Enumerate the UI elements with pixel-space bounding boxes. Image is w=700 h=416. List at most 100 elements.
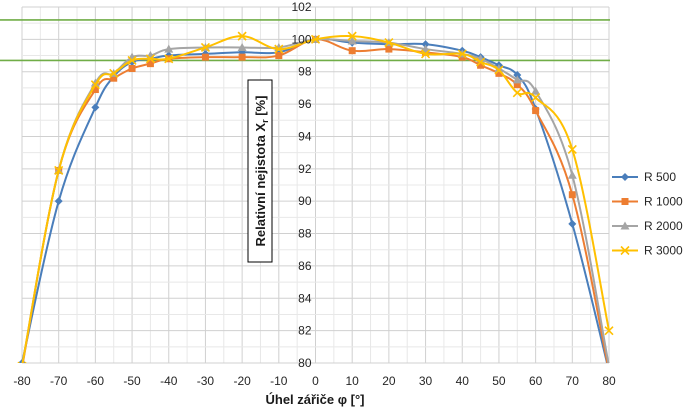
square-marker [621, 198, 629, 205]
x-marker-stroke [476, 57, 486, 67]
reference-lines [0, 19, 610, 62]
x-tick-label: -80 [13, 374, 31, 388]
triangle-marker [90, 78, 100, 87]
diamond-marker [513, 70, 522, 79]
x-tick-label: 80 [602, 374, 616, 388]
y-tick-label: 98 [298, 65, 312, 79]
y-tick-label: 80 [298, 356, 312, 370]
square-marker [385, 45, 393, 53]
x-marker-stroke [310, 34, 321, 44]
legend-item: R 3000 [612, 244, 683, 258]
y-tick-label: 96 [298, 97, 312, 111]
x-tick-label: -70 [50, 374, 68, 388]
diamond-marker [621, 173, 629, 181]
triangle-marker [512, 75, 522, 84]
grid [21, 6, 610, 364]
y-tick-label: 100 [291, 32, 311, 46]
legend-label: R 1000 [644, 195, 683, 209]
square-marker [238, 53, 246, 61]
y-axis-title-text: Relativní nejistota Xr [%] [253, 96, 270, 247]
y-tick-label: 94 [298, 129, 312, 143]
y-axis-title: Relativní nejistota Xr [%] [247, 79, 273, 263]
y-tick-label: 88 [298, 227, 312, 241]
legend-item: R 2000 [612, 219, 683, 233]
square-marker [495, 69, 503, 77]
legend-label: R 2000 [644, 219, 683, 233]
square-marker [348, 47, 356, 55]
x-tick-label: 10 [346, 374, 360, 388]
x-tick-label: -10 [270, 374, 288, 388]
x-tick-label: -20 [233, 374, 251, 388]
x-tick-label: -50 [123, 374, 141, 388]
legend-item: R 1000 [612, 195, 683, 209]
square-marker [568, 191, 576, 199]
square-marker [513, 81, 521, 89]
x-marker-stroke [90, 80, 100, 90]
diamond-marker [421, 40, 430, 49]
x-marker-stroke [531, 93, 541, 103]
x-marker-stroke [274, 44, 284, 54]
legend-label: R 3000 [644, 244, 683, 258]
triangle-marker [567, 170, 577, 179]
x-tick-label: 30 [419, 374, 433, 388]
y-tick-label: 84 [298, 291, 312, 305]
square-marker [128, 64, 136, 72]
x-marker-stroke [200, 42, 211, 53]
square-marker [275, 52, 283, 60]
diamond-marker [568, 219, 577, 228]
y-axis-title-box [247, 79, 273, 263]
x-tick-label: -60 [87, 374, 105, 388]
square-marker [201, 53, 209, 61]
x-marker-stroke [420, 49, 431, 59]
x-tick-labels: -80 -70 -60 -50 -40 -30 -20 -10 0 10 20 30 40 50 60 70 8… [13, 374, 616, 388]
x-tick-label: 50 [492, 374, 506, 388]
y-tick-label: 102 [291, 0, 311, 14]
square-marker [91, 86, 99, 94]
x-tick-label: -40 [160, 374, 178, 388]
x-tick-label: 60 [529, 374, 543, 388]
x-marker-stroke [567, 144, 577, 154]
y-tick-label: 92 [298, 162, 312, 176]
y-tick-labels: 80 82 84 86 88 90 92 94 96 98 100 102 [291, 0, 311, 370]
series-r-3000 [17, 31, 614, 363]
triangle-marker [531, 86, 541, 95]
triangle-marker [347, 36, 357, 45]
square-marker [146, 60, 154, 68]
x-marker-stroke [237, 31, 247, 41]
y-tick-label: 86 [298, 259, 312, 273]
x-marker-stroke [347, 31, 357, 41]
x-marker-stroke [604, 326, 614, 336]
y-tick-label: 82 [298, 324, 312, 338]
x-axis-title: Úhel zářiče φ [°] [265, 392, 364, 407]
x-tick-label: 20 [382, 374, 396, 388]
y-tick-label: 90 [298, 194, 312, 208]
x-marker-stroke [127, 55, 137, 65]
x-marker-stroke [145, 54, 155, 64]
x-marker-stroke [457, 49, 467, 59]
legend-label: R 500 [644, 170, 676, 184]
x-marker-stroke [384, 38, 394, 48]
triangle-marker [620, 221, 630, 230]
triangle-marker [164, 44, 174, 53]
y-axis-title-unit: [%] [253, 96, 268, 120]
series-layer [17, 31, 614, 363]
square-marker [110, 74, 118, 82]
triangle-marker [494, 63, 504, 72]
square-marker [532, 107, 540, 115]
x-marker-stroke [54, 165, 64, 176]
x-tick-label: 0 [312, 374, 319, 388]
legend: R 500 R 1000 R 2000 R 3000 [612, 170, 683, 258]
x-tick-label: -30 [197, 374, 215, 388]
square-marker [477, 61, 485, 69]
x-tick-label: 70 [566, 374, 580, 388]
y-axis-title-main: Relativní nejistota X [253, 123, 268, 247]
x-marker-stroke [109, 68, 119, 78]
x-tick-label: 40 [456, 374, 470, 388]
x-marker-stroke [512, 88, 522, 98]
x-marker-stroke [620, 245, 630, 256]
diamond-marker [54, 197, 63, 206]
y-axis-title-subscript: r [260, 119, 270, 123]
triangle-marker [237, 42, 247, 51]
